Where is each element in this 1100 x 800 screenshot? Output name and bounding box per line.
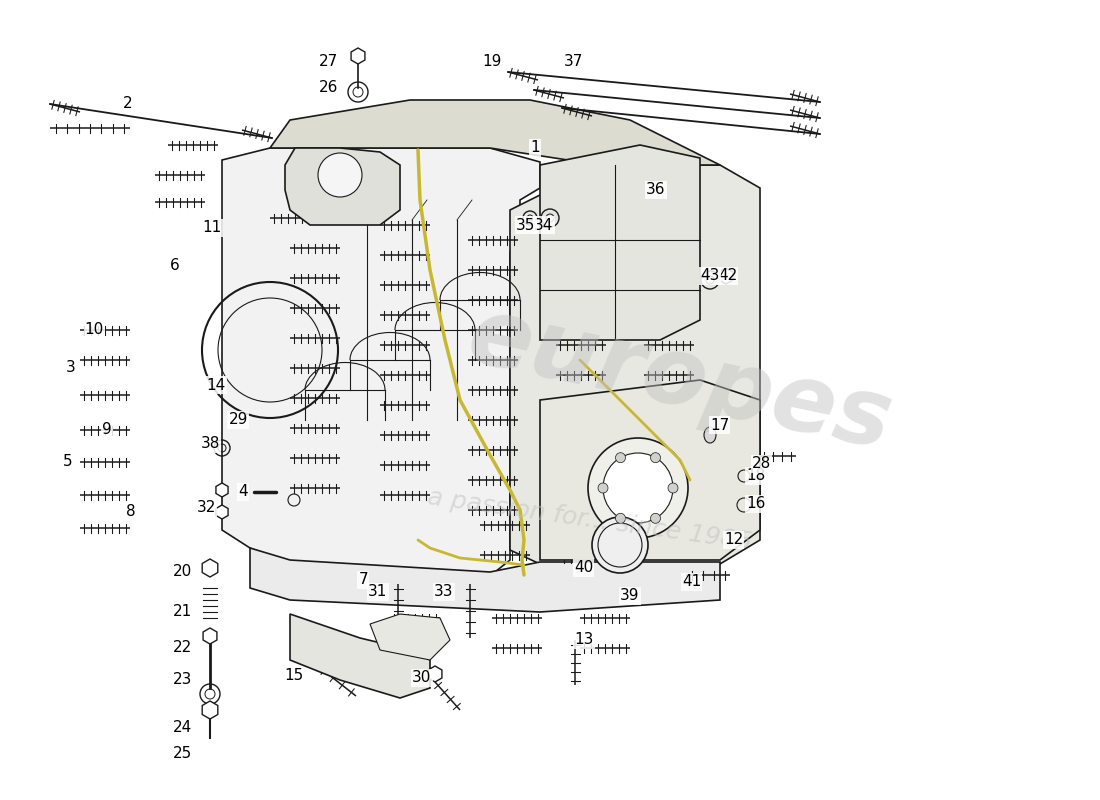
Circle shape	[616, 453, 626, 462]
Polygon shape	[202, 559, 218, 577]
Text: 12: 12	[724, 533, 744, 547]
Text: 43: 43	[700, 269, 719, 283]
Polygon shape	[428, 666, 442, 682]
Text: 36: 36	[646, 182, 666, 198]
Polygon shape	[510, 165, 760, 564]
Text: 23: 23	[173, 673, 192, 687]
Text: 35: 35	[516, 218, 536, 233]
Polygon shape	[540, 380, 760, 560]
Circle shape	[650, 514, 660, 523]
Text: 20: 20	[173, 565, 192, 579]
Polygon shape	[719, 268, 733, 284]
Text: 5: 5	[63, 454, 72, 470]
Text: 7: 7	[359, 573, 369, 587]
Text: 10: 10	[85, 322, 104, 338]
Polygon shape	[202, 701, 218, 719]
Circle shape	[603, 453, 673, 523]
Polygon shape	[250, 548, 721, 612]
Text: 11: 11	[202, 221, 222, 235]
Polygon shape	[351, 48, 365, 64]
Text: 9: 9	[102, 422, 112, 438]
Text: 37: 37	[564, 54, 583, 70]
Circle shape	[616, 514, 626, 523]
Polygon shape	[216, 505, 228, 519]
Polygon shape	[285, 148, 400, 225]
Text: 16: 16	[746, 497, 766, 511]
Polygon shape	[290, 614, 430, 698]
Text: 19: 19	[482, 54, 502, 70]
Text: 3: 3	[66, 361, 76, 375]
Circle shape	[592, 517, 648, 573]
Text: 2: 2	[122, 95, 132, 110]
Text: 17: 17	[710, 418, 729, 433]
Polygon shape	[216, 483, 228, 497]
Text: 26: 26	[319, 79, 338, 94]
Text: 38: 38	[200, 437, 220, 451]
Polygon shape	[540, 145, 700, 340]
Text: a passion for... since 1985: a passion for... since 1985	[427, 486, 754, 554]
Polygon shape	[370, 614, 450, 660]
Text: 6: 6	[170, 258, 180, 274]
Text: 42: 42	[718, 269, 737, 283]
Text: 28: 28	[752, 457, 771, 471]
Ellipse shape	[704, 427, 716, 443]
Text: 15: 15	[285, 669, 304, 683]
Text: 41: 41	[682, 574, 702, 590]
Circle shape	[668, 483, 678, 493]
Text: 31: 31	[368, 585, 387, 599]
Text: 13: 13	[574, 633, 593, 647]
Text: 4: 4	[239, 485, 248, 499]
Text: 18: 18	[746, 469, 766, 483]
Text: 32: 32	[197, 501, 216, 515]
Text: 21: 21	[173, 605, 192, 619]
Text: 30: 30	[412, 670, 431, 686]
Text: 8: 8	[126, 505, 136, 519]
Text: 34: 34	[534, 218, 553, 233]
Circle shape	[588, 438, 688, 538]
Text: 25: 25	[173, 746, 192, 762]
Text: 40: 40	[574, 561, 593, 575]
Circle shape	[598, 483, 608, 493]
Polygon shape	[204, 628, 217, 644]
Text: 14: 14	[207, 378, 226, 393]
Text: 39: 39	[620, 589, 639, 603]
Circle shape	[318, 153, 362, 197]
Polygon shape	[270, 100, 720, 165]
Text: 27: 27	[319, 54, 338, 70]
Text: 1: 1	[530, 141, 540, 155]
Polygon shape	[222, 148, 540, 576]
Circle shape	[650, 453, 660, 462]
Text: europes: europes	[460, 290, 900, 470]
Text: 33: 33	[434, 585, 453, 599]
Text: 24: 24	[173, 721, 192, 735]
Text: 29: 29	[229, 413, 248, 427]
Text: 22: 22	[173, 641, 192, 655]
